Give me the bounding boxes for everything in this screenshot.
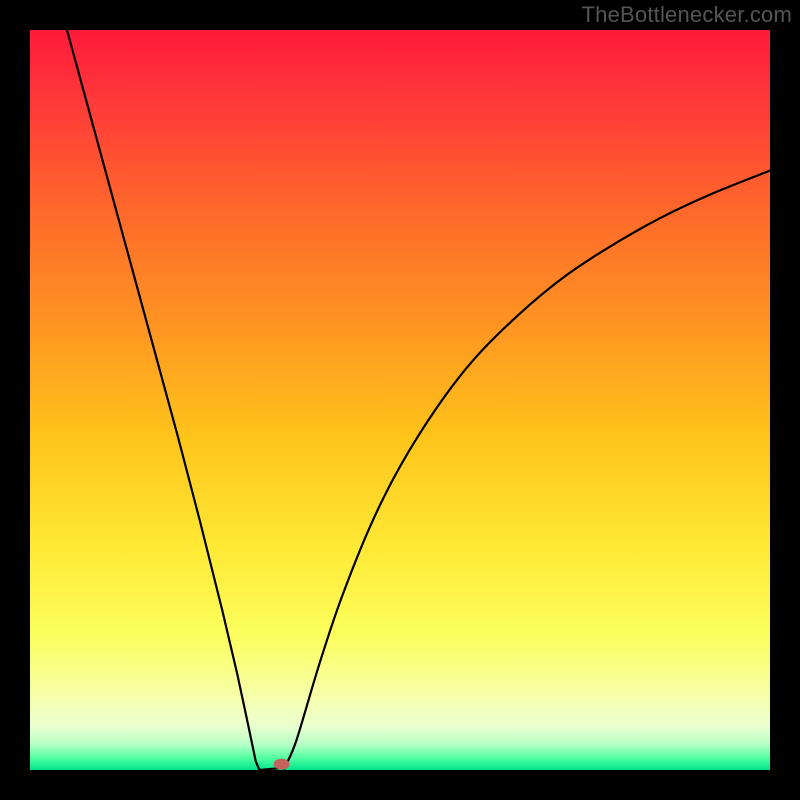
bottleneck-chart	[0, 0, 800, 800]
chart-container: TheBottlenecker.com	[0, 0, 800, 800]
watermark-text: TheBottlenecker.com	[582, 2, 792, 28]
gradient-background	[30, 30, 770, 770]
minimum-marker	[274, 759, 290, 770]
